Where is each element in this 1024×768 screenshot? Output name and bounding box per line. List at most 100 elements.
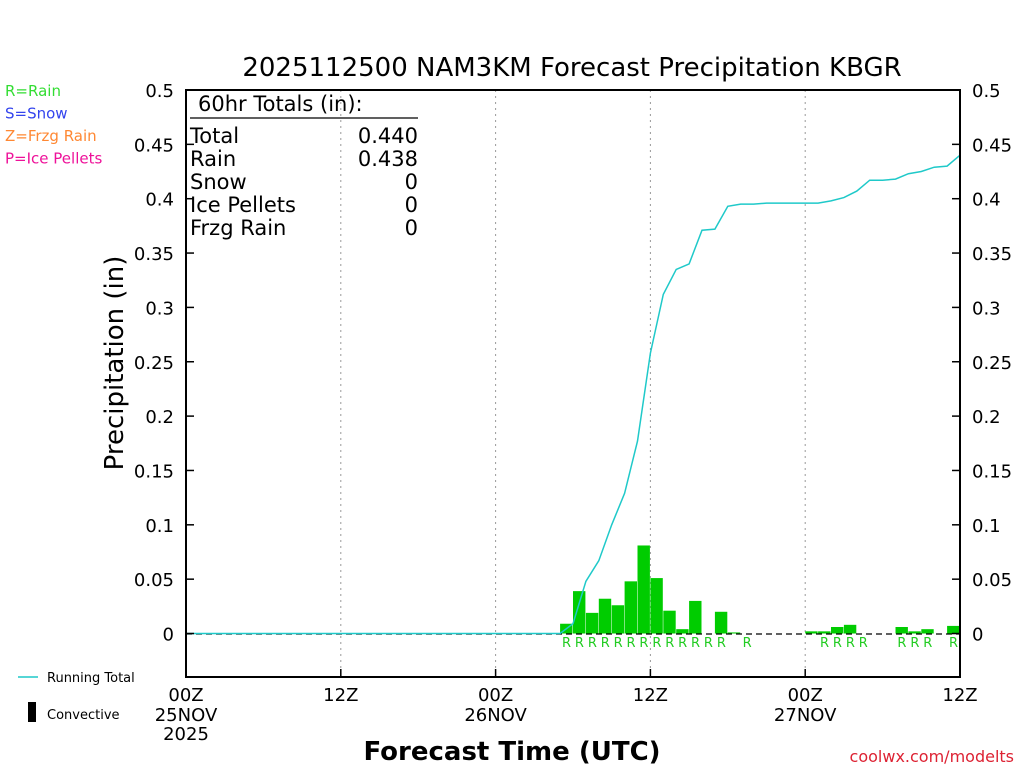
y-tick-label-right: 0.4 <box>972 190 1001 211</box>
totals-header: 60hr Totals (in): <box>198 92 363 116</box>
precip-bar <box>921 629 934 634</box>
precip-bar <box>637 545 650 634</box>
y-tick-label-right: 0.3 <box>972 298 1001 319</box>
legend-type-label: S=Snow <box>5 105 68 123</box>
x-tick-label: 12Z <box>633 685 668 706</box>
y-tick-label-right: 0.35 <box>972 244 1012 265</box>
precip-bar <box>689 600 702 634</box>
precip-type-letter: R <box>665 636 674 651</box>
y-axis-left: 0 0.05 0.1 0.15 0.2 0.25 0.3 0.35 0.4 0.45 0.5 <box>134 81 194 646</box>
y-tick-label-right: 0.45 <box>972 135 1012 156</box>
y-tick-label-right: 0.15 <box>972 461 1012 482</box>
source-credit: coolwx.com/modelts <box>850 747 1014 766</box>
x-tick-label: 12Z <box>942 685 977 706</box>
totals-row-value: 0.440 <box>358 124 418 148</box>
x-tick-date: 25NOV <box>155 705 218 726</box>
precip-type-letter: R <box>820 636 829 651</box>
totals-row-label: Snow <box>190 170 247 194</box>
precip-type-letter: R <box>691 636 700 651</box>
x-tick-date: 27NOV <box>774 705 837 726</box>
precip-type-letter: R <box>833 636 842 651</box>
x-tick-year: 2025 <box>163 724 209 745</box>
precip-type-letter: R <box>588 636 597 651</box>
y-tick-label-right: 0.5 <box>972 81 1001 102</box>
chart-title: 2025112500 NAM3KM Forecast Precipitation… <box>242 53 901 83</box>
legend: R=Rain S=Snow Z=Frzg Rain P=Ice Pellets Runn… <box>5 82 135 723</box>
precip-type-letter: R <box>601 636 610 651</box>
y-tick-label-left: 0.1 <box>145 516 174 537</box>
precip-bar <box>947 625 960 634</box>
precip-type-letter: R <box>575 636 584 651</box>
y-tick-label-right: 0.1 <box>972 516 1001 537</box>
legend-type-label: Z=Frzg Rain <box>5 127 97 145</box>
totals-row-value: 0 <box>405 216 418 240</box>
totals-box: 60hr Totals (in): Total 0.440 Rain 0.438 Snow… <box>189 92 418 240</box>
precip-type-letter: R <box>652 636 661 651</box>
precip-bar <box>611 605 625 634</box>
y-tick-label-right: 0.2 <box>972 407 1001 428</box>
precip-type-letter: R <box>562 636 571 651</box>
x-tick-label: 00Z <box>478 685 513 706</box>
precip-bars <box>560 545 960 634</box>
y-tick-label-left: 0.5 <box>145 81 174 102</box>
precip-bar <box>895 626 908 634</box>
precip-type-letter: R <box>897 636 906 651</box>
legend-type-label: R=Rain <box>5 82 61 100</box>
totals-row-value: 0 <box>405 193 418 217</box>
y-axis-label: Precipitation (in) <box>100 256 130 471</box>
x-axis-label: Forecast Time (UTC) <box>363 737 660 767</box>
y-tick-label-left: 0.4 <box>145 190 174 211</box>
totals-row-label: Frzg Rain <box>190 216 286 240</box>
totals-row-value: 0.438 <box>358 147 418 171</box>
totals-row-label: Rain <box>190 147 236 171</box>
y-tick-label-right: 0.05 <box>972 570 1012 591</box>
precip-bar <box>663 610 676 634</box>
totals-row-label: Total <box>189 124 239 148</box>
legend-type-label: P=Ice Pellets <box>5 150 102 168</box>
legend-running-total-label: Running Total <box>47 671 135 686</box>
precip-bar <box>818 631 831 634</box>
precip-type-letter: R <box>846 636 855 651</box>
y-tick-label-left: 0 <box>163 625 174 646</box>
gridlines <box>340 90 806 677</box>
precip-bar <box>624 581 637 634</box>
y-tick-label-left: 0.2 <box>145 407 174 428</box>
precip-bar <box>676 629 689 634</box>
precip-bar <box>650 578 663 634</box>
precip-bar <box>598 598 612 634</box>
precip-bar <box>908 631 921 634</box>
precip-type-letter: R <box>859 636 868 651</box>
precip-type-letter: R <box>717 636 726 651</box>
precip-bar <box>805 631 818 634</box>
y-tick-label-left: 0.35 <box>134 244 174 265</box>
precip-bar <box>585 612 599 634</box>
y-tick-label-right: 0 <box>972 625 983 646</box>
legend-convective-label: Convective <box>47 708 120 723</box>
precip-type-letter: R <box>949 636 958 651</box>
y-tick-label-left: 0.45 <box>134 135 174 156</box>
x-tick-date: 26NOV <box>464 705 527 726</box>
precip-type-letter: R <box>678 636 687 651</box>
x-tick-label: 00Z <box>168 685 203 706</box>
precip-bar <box>573 591 586 634</box>
precip-bar <box>831 626 844 634</box>
precip-type-letter: R <box>614 636 623 651</box>
precip-type-letter: R <box>910 636 919 651</box>
precip-bar <box>843 624 857 634</box>
totals-row-value: 0 <box>405 170 418 194</box>
precip-bar <box>714 611 728 634</box>
precip-type-letter: R <box>627 636 636 651</box>
y-tick-label-left: 0.3 <box>145 298 174 319</box>
precip-type-letter: R <box>704 636 713 651</box>
y-tick-label-left: 0.05 <box>134 570 174 591</box>
precip-type-letter: R <box>923 636 932 651</box>
y-tick-label-right: 0.25 <box>972 353 1012 374</box>
x-tick-label: 00Z <box>788 685 823 706</box>
precip-bar <box>727 632 741 634</box>
x-tick-label: 12Z <box>323 685 358 706</box>
precip-type-letter: R <box>639 636 648 651</box>
y-tick-label-left: 0.15 <box>134 461 174 482</box>
